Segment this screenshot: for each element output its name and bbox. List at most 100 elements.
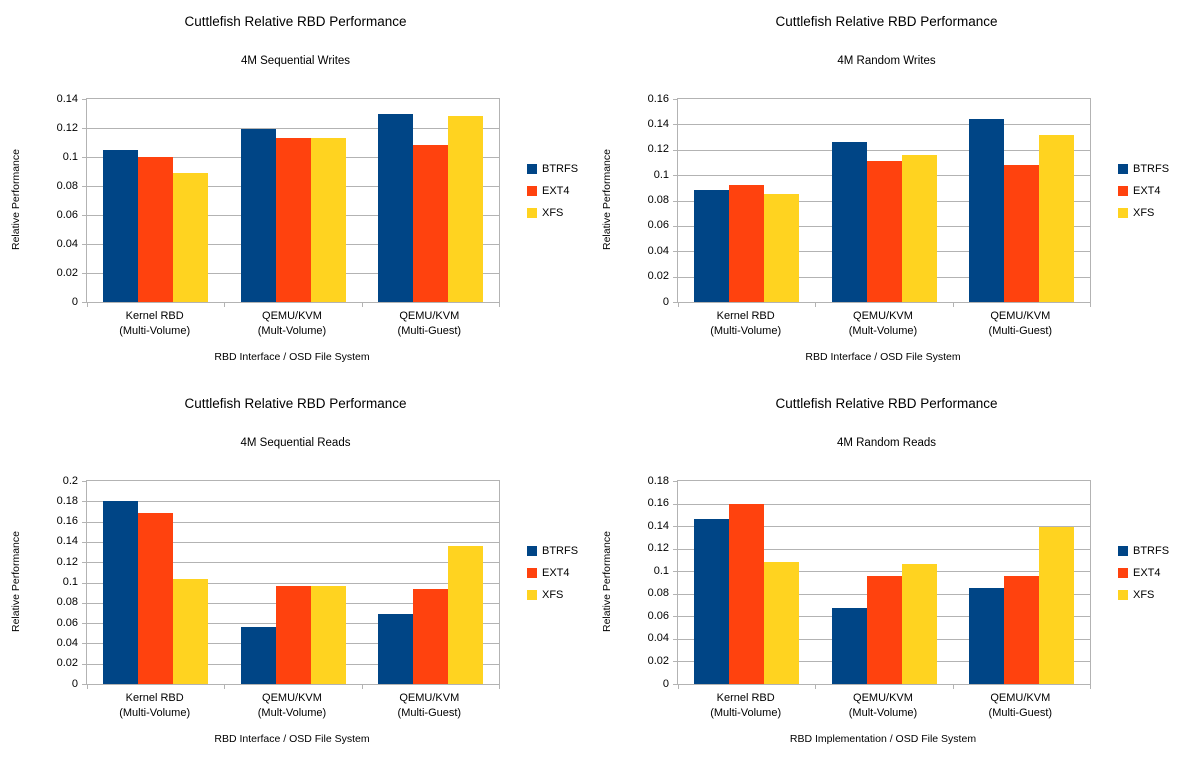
y-tick-label: 0.04: [56, 237, 78, 250]
y-tick-mark: [673, 503, 678, 505]
legend: BTRFS EXT4 XFS: [527, 540, 578, 606]
category-label: Kernel RBD (Multi-Volume): [119, 310, 191, 337]
y-tick-mark: [673, 616, 678, 618]
gridline: [87, 582, 499, 584]
chart-subtitle: 4M Sequential Writes: [240, 55, 351, 67]
y-tick-label: 0.06: [56, 208, 78, 221]
y-tick-mark: [673, 571, 678, 573]
gridline: [87, 541, 499, 543]
chart-panel-2: Cuttlefish Relative RBD Performance 4M Ra…: [591, 0, 1182, 382]
x-tick-mark: [87, 303, 88, 307]
y-tick-label: 0.04: [647, 632, 669, 645]
legend-label: BTRFS: [1133, 162, 1170, 175]
x-axis-title: RBD Interface / OSD File System: [214, 733, 370, 745]
y-tick-label: 0: [71, 677, 78, 690]
legend-label: XFS: [542, 588, 564, 601]
y-tick-mark: [82, 481, 87, 482]
bar-xfs: [173, 579, 209, 684]
legend-label: EXT4: [542, 184, 570, 197]
x-tick-mark: [224, 685, 226, 689]
legend-swatch-ext4: [1118, 568, 1128, 578]
bar-ext4: [412, 145, 448, 302]
legend-item-ext4: EXT4: [527, 180, 578, 202]
y-tick-label: 0: [662, 295, 669, 308]
category-label: Kernel RBD (Multi-Volume): [710, 310, 782, 337]
plot-area: [677, 480, 1091, 685]
plot-area: [86, 98, 500, 303]
y-tick-label: 0.04: [56, 636, 78, 649]
legend-item-btrfs: BTRFS: [1118, 158, 1169, 180]
x-tick-mark: [815, 685, 817, 689]
y-tick-mark: [82, 643, 87, 645]
y-tick-label: 0.02: [647, 270, 669, 283]
y-tick-mark: [673, 481, 678, 482]
y-tick-mark: [82, 186, 87, 187]
y-tick-mark: [673, 302, 678, 303]
category-label: QEMU/KVM (Multi-Guest): [988, 310, 1053, 337]
y-axis-title: Relative Performance: [601, 531, 613, 632]
legend-label: EXT4: [1133, 184, 1161, 197]
x-axis-title: RBD Interface / OSD File System: [214, 351, 370, 363]
y-tick-label: 0: [662, 677, 669, 690]
gridline: [678, 571, 1090, 573]
y-tick-mark: [673, 548, 678, 550]
bar-ext4: [275, 138, 311, 302]
x-tick-mark: [678, 303, 679, 307]
chart-title: Cuttlefish Relative RBD Performance: [775, 396, 998, 411]
y-tick-mark: [673, 684, 678, 685]
legend-item-ext4: EXT4: [1118, 180, 1169, 202]
x-tick-mark: [499, 685, 500, 689]
legend-label: BTRFS: [542, 162, 579, 175]
legend-swatch-btrfs: [1118, 164, 1128, 174]
chart-panel-3: Cuttlefish Relative RBD Performance 4M Se…: [0, 382, 591, 764]
y-tick-label: 0.1: [653, 564, 669, 577]
bar-btrfs: [831, 142, 867, 302]
legend-label: EXT4: [542, 566, 570, 579]
legend-swatch-xfs: [1118, 590, 1128, 600]
y-tick-label: 0.1: [653, 168, 669, 181]
legend: BTRFS EXT4 XFS: [1118, 540, 1169, 606]
y-tick-label: 0: [71, 295, 78, 308]
y-tick-mark: [82, 99, 87, 100]
chart-panel-1: Cuttlefish Relative RBD Performance 4M Se…: [0, 0, 591, 382]
x-axis-title: RBD Interface / OSD File System: [805, 351, 961, 363]
legend-item-xfs: XFS: [1118, 202, 1169, 224]
category-label: QEMU/KVM (Mult-Volume): [848, 692, 918, 719]
bar-xfs: [310, 585, 346, 684]
y-tick-label: 0.1: [62, 576, 78, 588]
legend-swatch-btrfs: [527, 164, 537, 174]
x-tick-mark: [1090, 303, 1091, 307]
y-tick-label: 0.12: [56, 555, 78, 568]
legend-label: XFS: [542, 206, 564, 219]
y-tick-label: 0.16: [647, 92, 669, 105]
category-label: Kernel RBD (Multi-Volume): [119, 692, 191, 719]
y-tick-mark: [82, 623, 87, 625]
y-tick-mark: [673, 99, 678, 100]
bar-xfs: [901, 564, 937, 684]
bar-btrfs: [240, 627, 276, 684]
y-tick-label: 0.06: [647, 609, 669, 622]
gridline: [678, 548, 1090, 550]
category-label: QEMU/KVM (Multi-Guest): [397, 692, 462, 719]
bar-btrfs: [694, 519, 730, 684]
y-tick-mark: [673, 175, 678, 177]
x-tick-mark: [87, 685, 88, 689]
bar-ext4: [729, 503, 765, 684]
legend-swatch-xfs: [1118, 208, 1128, 218]
bar-ext4: [729, 185, 765, 302]
y-tick-label: 0.02: [647, 654, 669, 667]
y-tick-label: 0.16: [647, 497, 669, 510]
category-label: QEMU/KVM (Mult-Volume): [257, 692, 327, 719]
x-tick-mark: [815, 303, 817, 307]
x-tick-mark: [361, 303, 363, 307]
y-tick-mark: [673, 661, 678, 663]
chart-title: Cuttlefish Relative RBD Performance: [775, 14, 998, 29]
chart-title: Cuttlefish Relative RBD Performance: [184, 396, 407, 411]
y-tick-label: 0.06: [647, 219, 669, 232]
y-tick-mark: [82, 244, 87, 245]
y-tick-mark: [82, 562, 87, 564]
y-tick-mark: [673, 593, 678, 595]
bar-ext4: [1003, 164, 1039, 302]
legend-item-ext4: EXT4: [1118, 562, 1169, 584]
